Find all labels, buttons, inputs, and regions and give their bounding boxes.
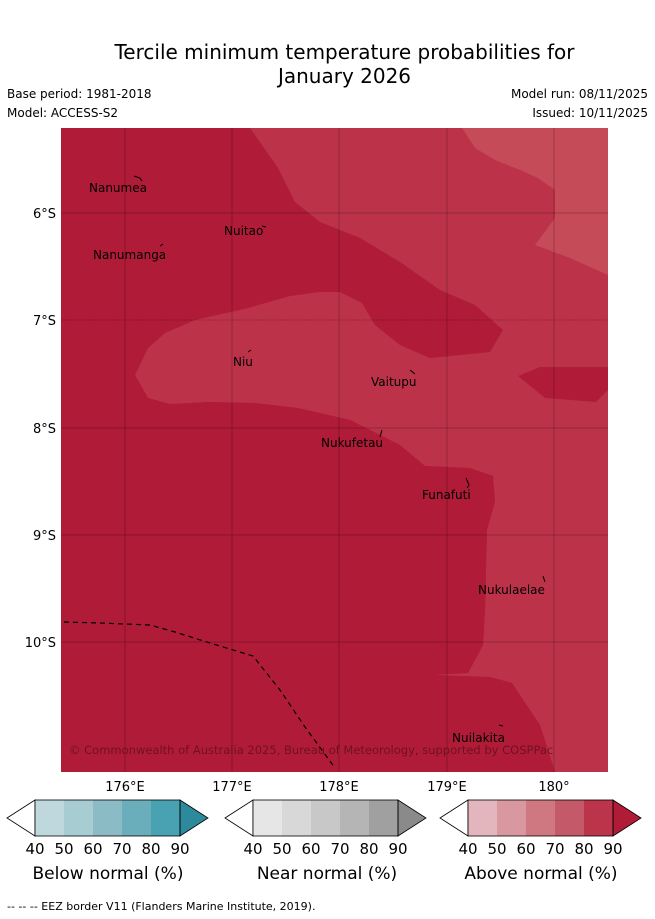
above-colorbar-segment <box>584 800 613 836</box>
colorbar-near-label: Near normal (%) <box>256 864 398 884</box>
near-colorbar-tick: 40 <box>243 840 262 858</box>
place-nukulaelae: Nukulaelae <box>478 583 545 597</box>
zone-above-80-upper <box>135 128 608 772</box>
near-colorbar-tick: 80 <box>359 840 378 858</box>
zone-above-90-band <box>61 128 555 772</box>
zone-above-70 <box>462 128 608 275</box>
near-colorbar-tick: 70 <box>330 840 349 858</box>
issued-date: Issued: 10/11/2025 <box>532 106 648 120</box>
place-nukufetau: Nukufetau <box>321 436 383 450</box>
below-colorbar-outline <box>34 799 181 837</box>
colorbar-above-label: Above normal (%) <box>464 864 618 884</box>
above-colorbar-segment <box>526 800 555 836</box>
place-nuitao: Nuitao <box>224 224 263 238</box>
below-colorbar-tick: 90 <box>170 840 189 858</box>
near-colorbar-tick: 60 <box>301 840 320 858</box>
title-line-2: January 2026 <box>277 64 412 88</box>
graticule <box>61 128 608 772</box>
colorbar-above-normal: 40 50 60 70 80 90 <box>439 799 642 858</box>
above-colorbar-under-arrow <box>439 799 469 837</box>
place-nanumanga: Nanumanga <box>93 248 166 262</box>
near-colorbar-tick: 50 <box>272 840 291 858</box>
lat-label-6s: 6°S <box>33 207 56 222</box>
below-colorbar-segment <box>93 800 122 836</box>
below-colorbar-over-arrow <box>179 799 209 837</box>
lon-label-176e: 176°E <box>105 780 145 795</box>
base-period: Base period: 1981-2018 <box>7 87 152 101</box>
lat-label-10s: 10°S <box>25 636 56 651</box>
lon-label-180: 180° <box>538 780 569 795</box>
lon-label-178e: 178°E <box>319 780 359 795</box>
lat-label-9s: 9°S <box>33 529 56 544</box>
above-colorbar-outline <box>467 799 614 837</box>
below-colorbar-tick: 40 <box>25 840 44 858</box>
below-colorbar-tick: 80 <box>141 840 160 858</box>
near-colorbar-segment <box>311 800 340 836</box>
near-colorbar-segment <box>253 800 282 836</box>
model-run: Model run: 08/11/2025 <box>510 87 648 101</box>
near-colorbar-tick: 90 <box>388 840 407 858</box>
place-vaitupu: Vaitupu <box>371 375 417 389</box>
island-outlines <box>133 175 546 727</box>
eez-border <box>63 621 336 769</box>
lon-label-177e: 177°E <box>212 780 252 795</box>
near-colorbar-over-arrow <box>397 799 427 837</box>
lat-label-7s: 7°S <box>33 314 56 329</box>
below-colorbar-tick: 70 <box>112 840 131 858</box>
near-colorbar-segment <box>282 800 311 836</box>
above-colorbar-segment <box>555 800 584 836</box>
probability-field: Nanumea Nuitao Nanumanga Niu Vaitupu Nuk… <box>61 128 608 772</box>
below-colorbar-tick: 60 <box>83 840 102 858</box>
below-colorbar-tick: 50 <box>54 840 73 858</box>
above-colorbar-tick: 70 <box>545 840 564 858</box>
lon-label-179e: 179°E <box>427 780 467 795</box>
model-name: Model: ACCESS-S2 <box>7 106 119 120</box>
zone-above-90-east <box>518 367 608 402</box>
above-colorbar-tick: 50 <box>487 840 506 858</box>
colorbar-near-normal: 40 50 60 70 80 90 <box>224 799 427 858</box>
place-niu: Niu <box>233 355 253 369</box>
near-colorbar-under-arrow <box>224 799 254 837</box>
above-colorbar-tick: 40 <box>458 840 477 858</box>
near-colorbar-segment <box>340 800 369 836</box>
below-colorbar-segment <box>122 800 151 836</box>
below-colorbar-segment <box>35 800 64 836</box>
near-colorbar-outline <box>252 799 399 837</box>
copyright-notice: © Commonwealth of Australia 2025, Bureau… <box>69 743 553 757</box>
page-title: Tercile minimum temperature probabilitie… <box>0 40 655 88</box>
place-nuilakita: Nuilakita <box>452 731 505 745</box>
below-colorbar-segment <box>151 800 180 836</box>
below-colorbar-segment <box>64 800 93 836</box>
above-colorbar-tick: 90 <box>603 840 622 858</box>
near-colorbar-segment <box>369 800 398 836</box>
above-colorbar-segment <box>468 800 497 836</box>
above-colorbar-segment <box>497 800 526 836</box>
colorbar-below-label: Below normal (%) <box>32 864 184 884</box>
place-nanumea: Nanumea <box>89 181 147 195</box>
eez-footer-note: -- -- -- EEZ border V11 (Flanders Marine… <box>7 900 316 913</box>
lat-label-8s: 8°S <box>33 422 56 437</box>
above-colorbar-over-arrow <box>612 799 642 837</box>
above-colorbar-tick: 80 <box>574 840 593 858</box>
below-colorbar-under-arrow <box>6 799 36 837</box>
place-funafuti: Funafuti <box>422 488 471 502</box>
colorbar-below-normal: 40 50 60 70 80 90 <box>6 799 209 858</box>
title-line-1: Tercile minimum temperature probabilitie… <box>114 40 575 64</box>
above-colorbar-tick: 60 <box>516 840 535 858</box>
